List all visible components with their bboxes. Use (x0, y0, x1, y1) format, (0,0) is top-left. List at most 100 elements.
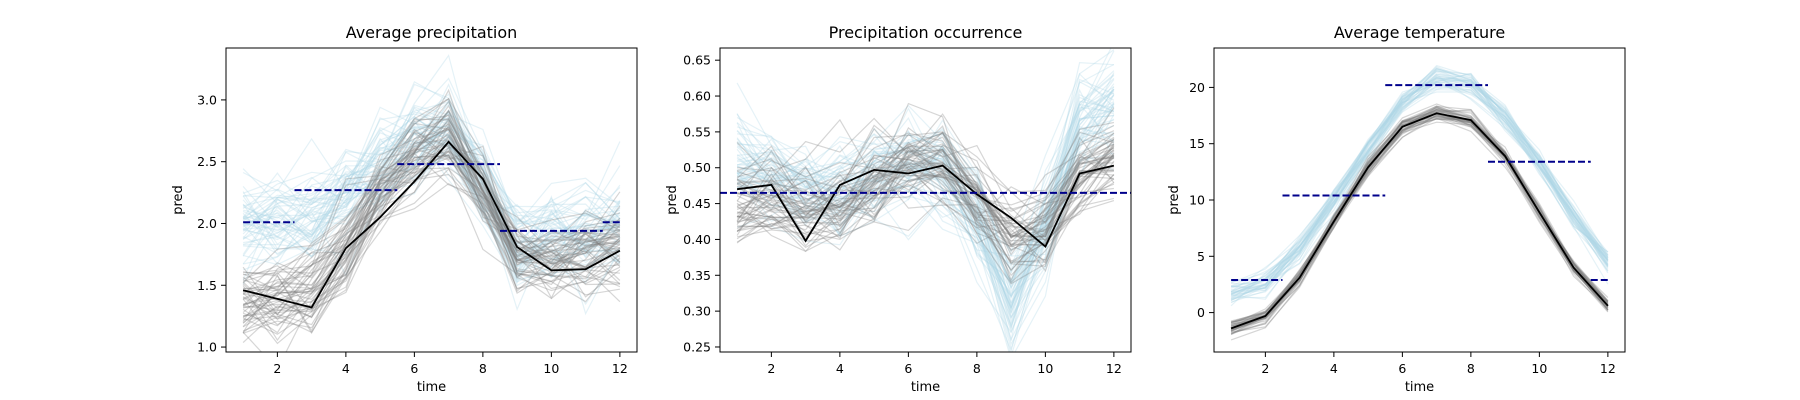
ensemble-line (736, 143, 1115, 233)
x-axis-label: time (1405, 380, 1434, 395)
ensemble-line (736, 83, 1115, 299)
ensemble-line (242, 100, 621, 300)
ensemble-line (736, 145, 1115, 243)
ensemble-line (736, 149, 1115, 239)
ensemble-line (736, 94, 1115, 315)
ensemble-line (736, 128, 1115, 341)
ensemble-line (737, 88, 1115, 288)
ensemble-line (737, 137, 1115, 252)
ensemble-line (242, 124, 621, 281)
ensemble-line (242, 139, 621, 317)
ensemble-line (242, 147, 621, 319)
y-tick-label: 0 (1197, 305, 1205, 320)
panel-1: 2 4 6 8 10 12 1.0 1.5 2.0 2.5 3.0 Average precipita… (171, 23, 638, 395)
ensemble-line (736, 90, 1115, 285)
ensemble-line (736, 131, 1115, 206)
ensemble-line (736, 92, 1115, 270)
series-line (736, 164, 1115, 249)
x-tick-label: 12 (1600, 361, 1616, 376)
ensemble-gray (736, 102, 1115, 285)
ensemble-line (242, 167, 621, 344)
ensemble-line (242, 144, 620, 333)
ensemble-line (736, 78, 1115, 300)
ensemble-line (242, 142, 621, 279)
ensemble-line (737, 150, 1115, 231)
ensemble-line (737, 168, 1114, 245)
ensemble-line (243, 112, 621, 306)
ensemble-line (736, 152, 1115, 352)
ensemble-line (242, 83, 620, 252)
ensemble-line (736, 100, 1115, 284)
ensemble-line (242, 136, 620, 269)
ensemble-line (736, 95, 1115, 311)
ensemble-line (1231, 80, 1609, 300)
panel-3: 2 4 6 8 10 12 0 5 10 15 20 Average temperature time p… (1167, 23, 1626, 395)
ensemble-line (242, 131, 621, 290)
ensemble-line (736, 147, 1115, 273)
ensemble-line (242, 145, 621, 283)
ensemble-line (1230, 106, 1609, 327)
ensemble-line (1230, 108, 1609, 333)
ensemble-line (1231, 117, 1609, 333)
ensemble-line (736, 86, 1115, 281)
ensemble-line (736, 155, 1115, 272)
panel-2: 2 4 6 8 10 12 0.25 0.30 0.35 0.40 0.45 0.50 0.55 0.60… (665, 23, 1132, 395)
ensemble-line (243, 142, 621, 280)
axes-frame (225, 47, 638, 353)
ensemble-line (242, 88, 621, 291)
ensemble-line (736, 143, 1115, 238)
ensemble-line (242, 126, 621, 320)
ensemble-line (736, 125, 1115, 351)
ensemble-line (737, 155, 1115, 240)
ensemble-line (242, 117, 621, 275)
ensemble-line (242, 156, 620, 319)
y-tick-label: 0.40 (683, 232, 711, 247)
ensemble-line (242, 115, 621, 247)
x-tick-label: 6 (410, 361, 418, 376)
ensemble-line (242, 54, 621, 239)
ensemble-line (1231, 73, 1609, 293)
ensemble-line (736, 130, 1115, 216)
ensemble-line (736, 132, 1114, 328)
ensemble-line (736, 106, 1114, 257)
axes-frame (719, 47, 1132, 353)
y-tick-label: 0.55 (683, 124, 711, 139)
ensemble-line (242, 109, 621, 264)
ensemble-line (242, 127, 621, 263)
y-tick-label: 0.25 (683, 339, 711, 354)
ensemble-line (242, 144, 621, 324)
ensemble-line (1231, 77, 1609, 292)
y-tick-label: 15 (1189, 136, 1205, 151)
ensemble-line (242, 123, 621, 296)
ensemble-line (736, 114, 1114, 305)
ensemble-line (242, 126, 620, 264)
ensemble-line (1230, 113, 1609, 332)
ensemble-line (242, 140, 620, 278)
ensemble-line (736, 108, 1115, 298)
ensemble-line (737, 127, 1115, 238)
ensemble-line (1230, 75, 1609, 283)
ensemble-line (1231, 79, 1609, 292)
ensemble-line (737, 165, 1114, 263)
ensemble-line (1230, 65, 1609, 284)
ensemble-line (242, 128, 621, 316)
ensemble-line (736, 197, 1115, 264)
ensemble-line (1230, 91, 1609, 300)
series-line (242, 140, 621, 309)
ensemble-line (1230, 77, 1609, 292)
ensemble-line (1230, 83, 1609, 302)
ensemble-line (242, 136, 621, 287)
ensemble-line (242, 101, 621, 257)
ensemble-line (242, 106, 621, 241)
ensemble-line (242, 167, 620, 334)
ensemble-line (242, 147, 621, 318)
ensemble-line (243, 118, 620, 293)
ensemble-line (242, 132, 621, 284)
ensemble-line (736, 164, 1115, 284)
ensemble-line (243, 116, 621, 256)
ensemble-line (242, 111, 621, 249)
ensemble-line (736, 162, 1114, 267)
ensemble-line (736, 124, 1115, 346)
ensemble-line (242, 98, 621, 273)
ensemble-line (242, 137, 621, 316)
